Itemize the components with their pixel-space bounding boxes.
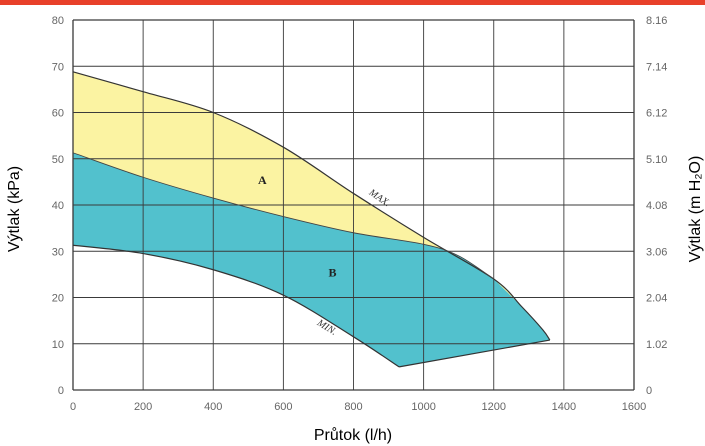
region-b-label: B [328,266,336,280]
y-axis-title: Výtlak (kPa) [6,166,23,252]
x-tick-label: 1200 [482,401,506,413]
y-tick-label: 70 [52,61,64,73]
y-tick-label: 0 [58,385,64,397]
top-accent-bar [0,0,705,5]
tick-labels: 0 200 400 600 800 1000 1200 1400 160001020304050… [52,15,668,413]
y-tick-label: 80 [52,15,64,27]
y2-tick-label: 8.16 [646,15,667,27]
y-tick-label: 10 [52,339,64,351]
region-a-area [73,71,550,341]
y2-tick-label: 3.06 [646,246,667,258]
y-tick-label: 40 [52,200,64,212]
x-tick-label: 200 [134,401,152,413]
x-tick-label: 0 [70,401,76,413]
x-tick-label: 800 [344,401,362,413]
y2-tick-label: 2.04 [646,293,667,305]
max-curve [72,71,551,341]
y2-tick-label: 0 [646,385,652,397]
y2-axis-title: Výtlak (m H₂O) [687,156,704,263]
bottom-boundary-line [398,339,550,368]
region-b-area [73,152,550,367]
y2-tick-label: 7.14 [646,61,667,73]
x-axis-title: Průtok (l/h) [314,426,392,444]
x-tick-label: 1000 [411,401,435,413]
y2-tick-label: 4.08 [646,200,667,212]
y2-tick-label: 1.02 [646,339,667,351]
curves [72,71,551,368]
y-tick-label: 50 [52,154,64,166]
y-tick-label: 60 [52,108,64,120]
y2-tick-label: 5.10 [646,154,667,166]
y-tick-label: 30 [52,246,64,258]
region-a-label: A [258,173,267,187]
min-curve [72,244,400,368]
y-tick-label: 20 [52,293,64,305]
grid [72,19,635,391]
x-tick-label: 600 [274,401,292,413]
x-tick-label: 1600 [622,401,646,413]
x-tick-label: 1400 [552,401,576,413]
middle-curve [72,152,494,280]
y2-tick-label: 6.12 [646,108,667,120]
x-tick-label: 400 [204,401,222,413]
